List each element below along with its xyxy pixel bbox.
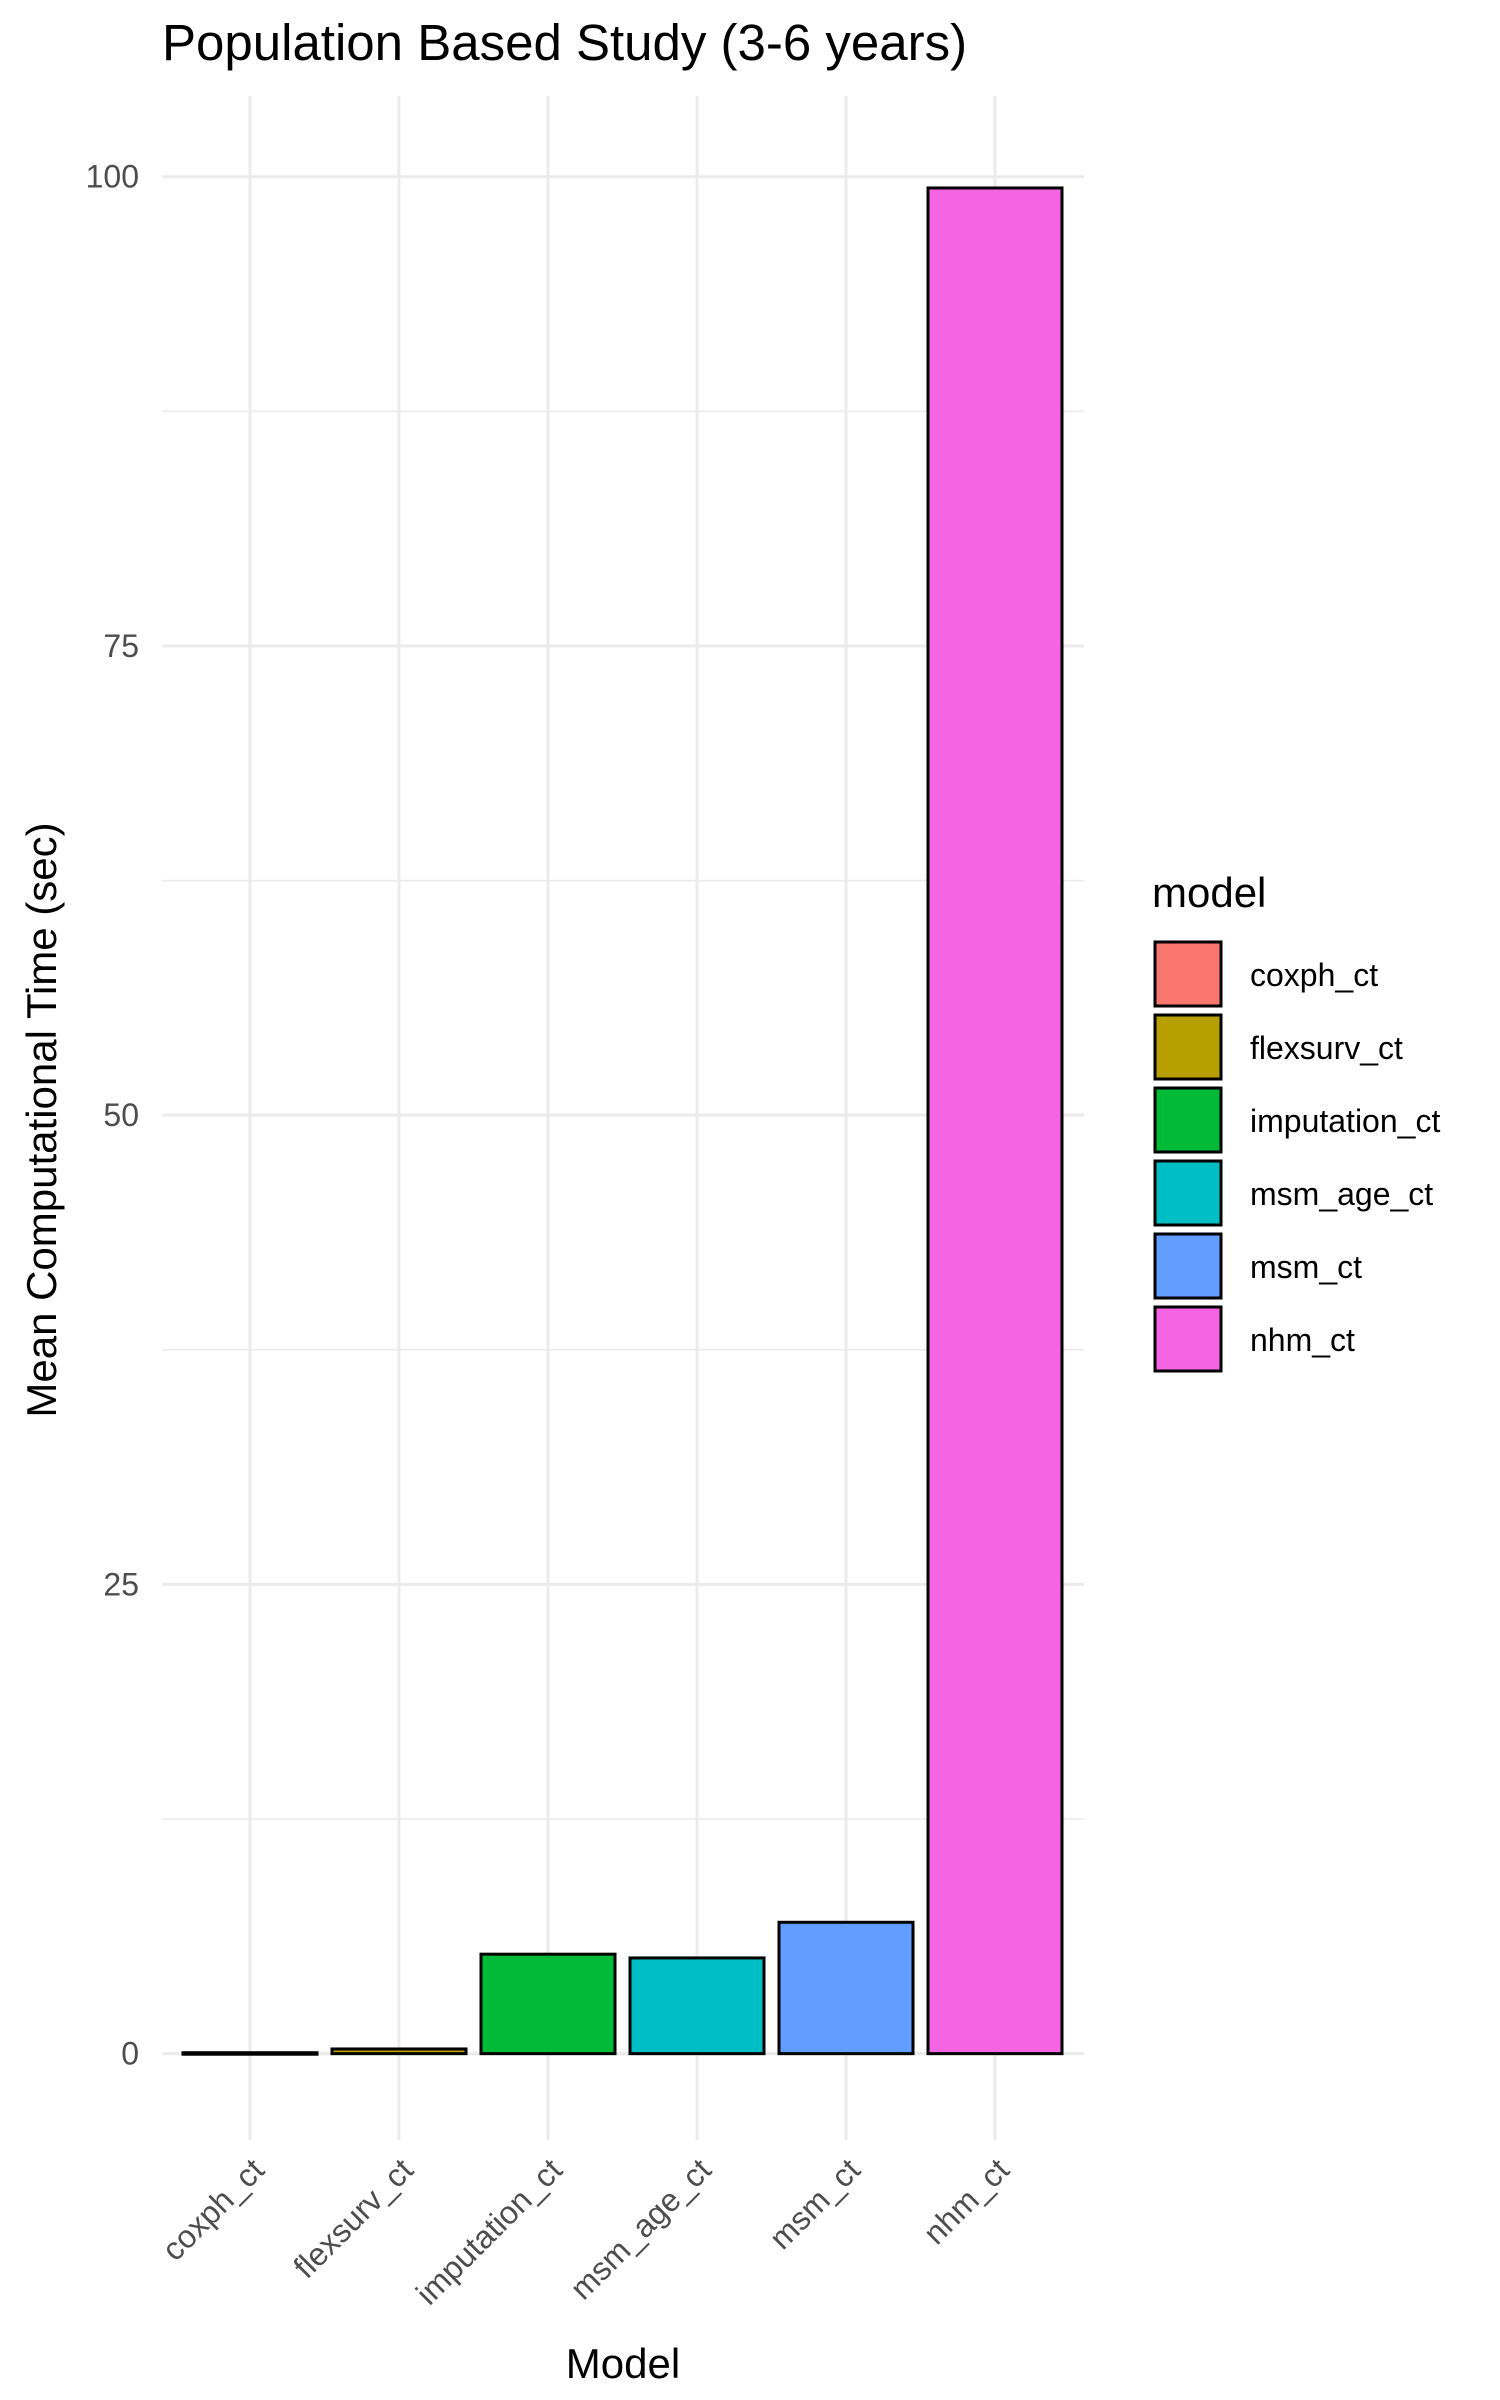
legend-key-coxph_ct bbox=[1153, 940, 1223, 1008]
x-axis-title: Model bbox=[566, 2340, 680, 2387]
bar-msm_age_ct bbox=[628, 1956, 766, 2056]
legend-label: coxph_ct bbox=[1250, 957, 1378, 993]
y-tick-label: 75 bbox=[103, 628, 139, 664]
x-tick-label: msm_ct bbox=[762, 2151, 867, 2256]
legend-label: imputation_ct bbox=[1250, 1103, 1440, 1139]
y-tick-label: 0 bbox=[121, 2036, 139, 2072]
bar-flexsurv_ct bbox=[330, 2047, 468, 2056]
legend-key-flexsurv_ct bbox=[1153, 1013, 1223, 1081]
legend-label: flexsurv_ct bbox=[1250, 1030, 1403, 1066]
x-tick-label: msm_age_ct bbox=[563, 2151, 718, 2306]
y-tick-label: 25 bbox=[103, 1566, 139, 1602]
bars bbox=[181, 186, 1064, 2056]
legend-key-nhm_ct bbox=[1153, 1305, 1223, 1373]
chart-title: Population Based Study (3-6 years) bbox=[162, 14, 967, 71]
legend-label: nhm_ct bbox=[1250, 1322, 1355, 1358]
x-tick-label: imputation_ct bbox=[409, 2151, 569, 2311]
legend-key-msm_ct bbox=[1153, 1232, 1223, 1300]
legend-title: model bbox=[1152, 869, 1266, 916]
x-axis-tick-labels: coxph_ct flexsurv_ctimputation_ctmsm_age_… bbox=[155, 2151, 1016, 2311]
legend-key-msm_age_ct bbox=[1153, 1159, 1223, 1227]
legend-label: msm_ct bbox=[1250, 1249, 1362, 1285]
x-tick-label: flexsurv_ct bbox=[286, 2151, 420, 2285]
legend-label: msm_age_ct bbox=[1250, 1176, 1433, 1212]
legend: model coxph_ct flexsurv_ct imputation_ctms… bbox=[1152, 869, 1440, 1373]
y-tick-label: 100 bbox=[86, 159, 139, 195]
y-axis-title: Mean Computational Time (sec) bbox=[18, 822, 65, 1417]
y-tick-label: 50 bbox=[103, 1097, 139, 1133]
y-axis-tick-labels: 0 25 50 75 100 bbox=[86, 159, 139, 2072]
x-tick-label: coxph_ct bbox=[155, 2151, 271, 2267]
grid-lines bbox=[162, 96, 1084, 2140]
bar-coxph_ct bbox=[181, 2051, 319, 2056]
bar-nhm_ct bbox=[926, 186, 1064, 2056]
bar-imputation_ct bbox=[479, 1952, 617, 2056]
legend-key-imputation_ct bbox=[1153, 1086, 1223, 1154]
x-tick-label: nhm_ct bbox=[916, 2151, 1016, 2251]
bar-msm_ct bbox=[777, 1920, 915, 2056]
